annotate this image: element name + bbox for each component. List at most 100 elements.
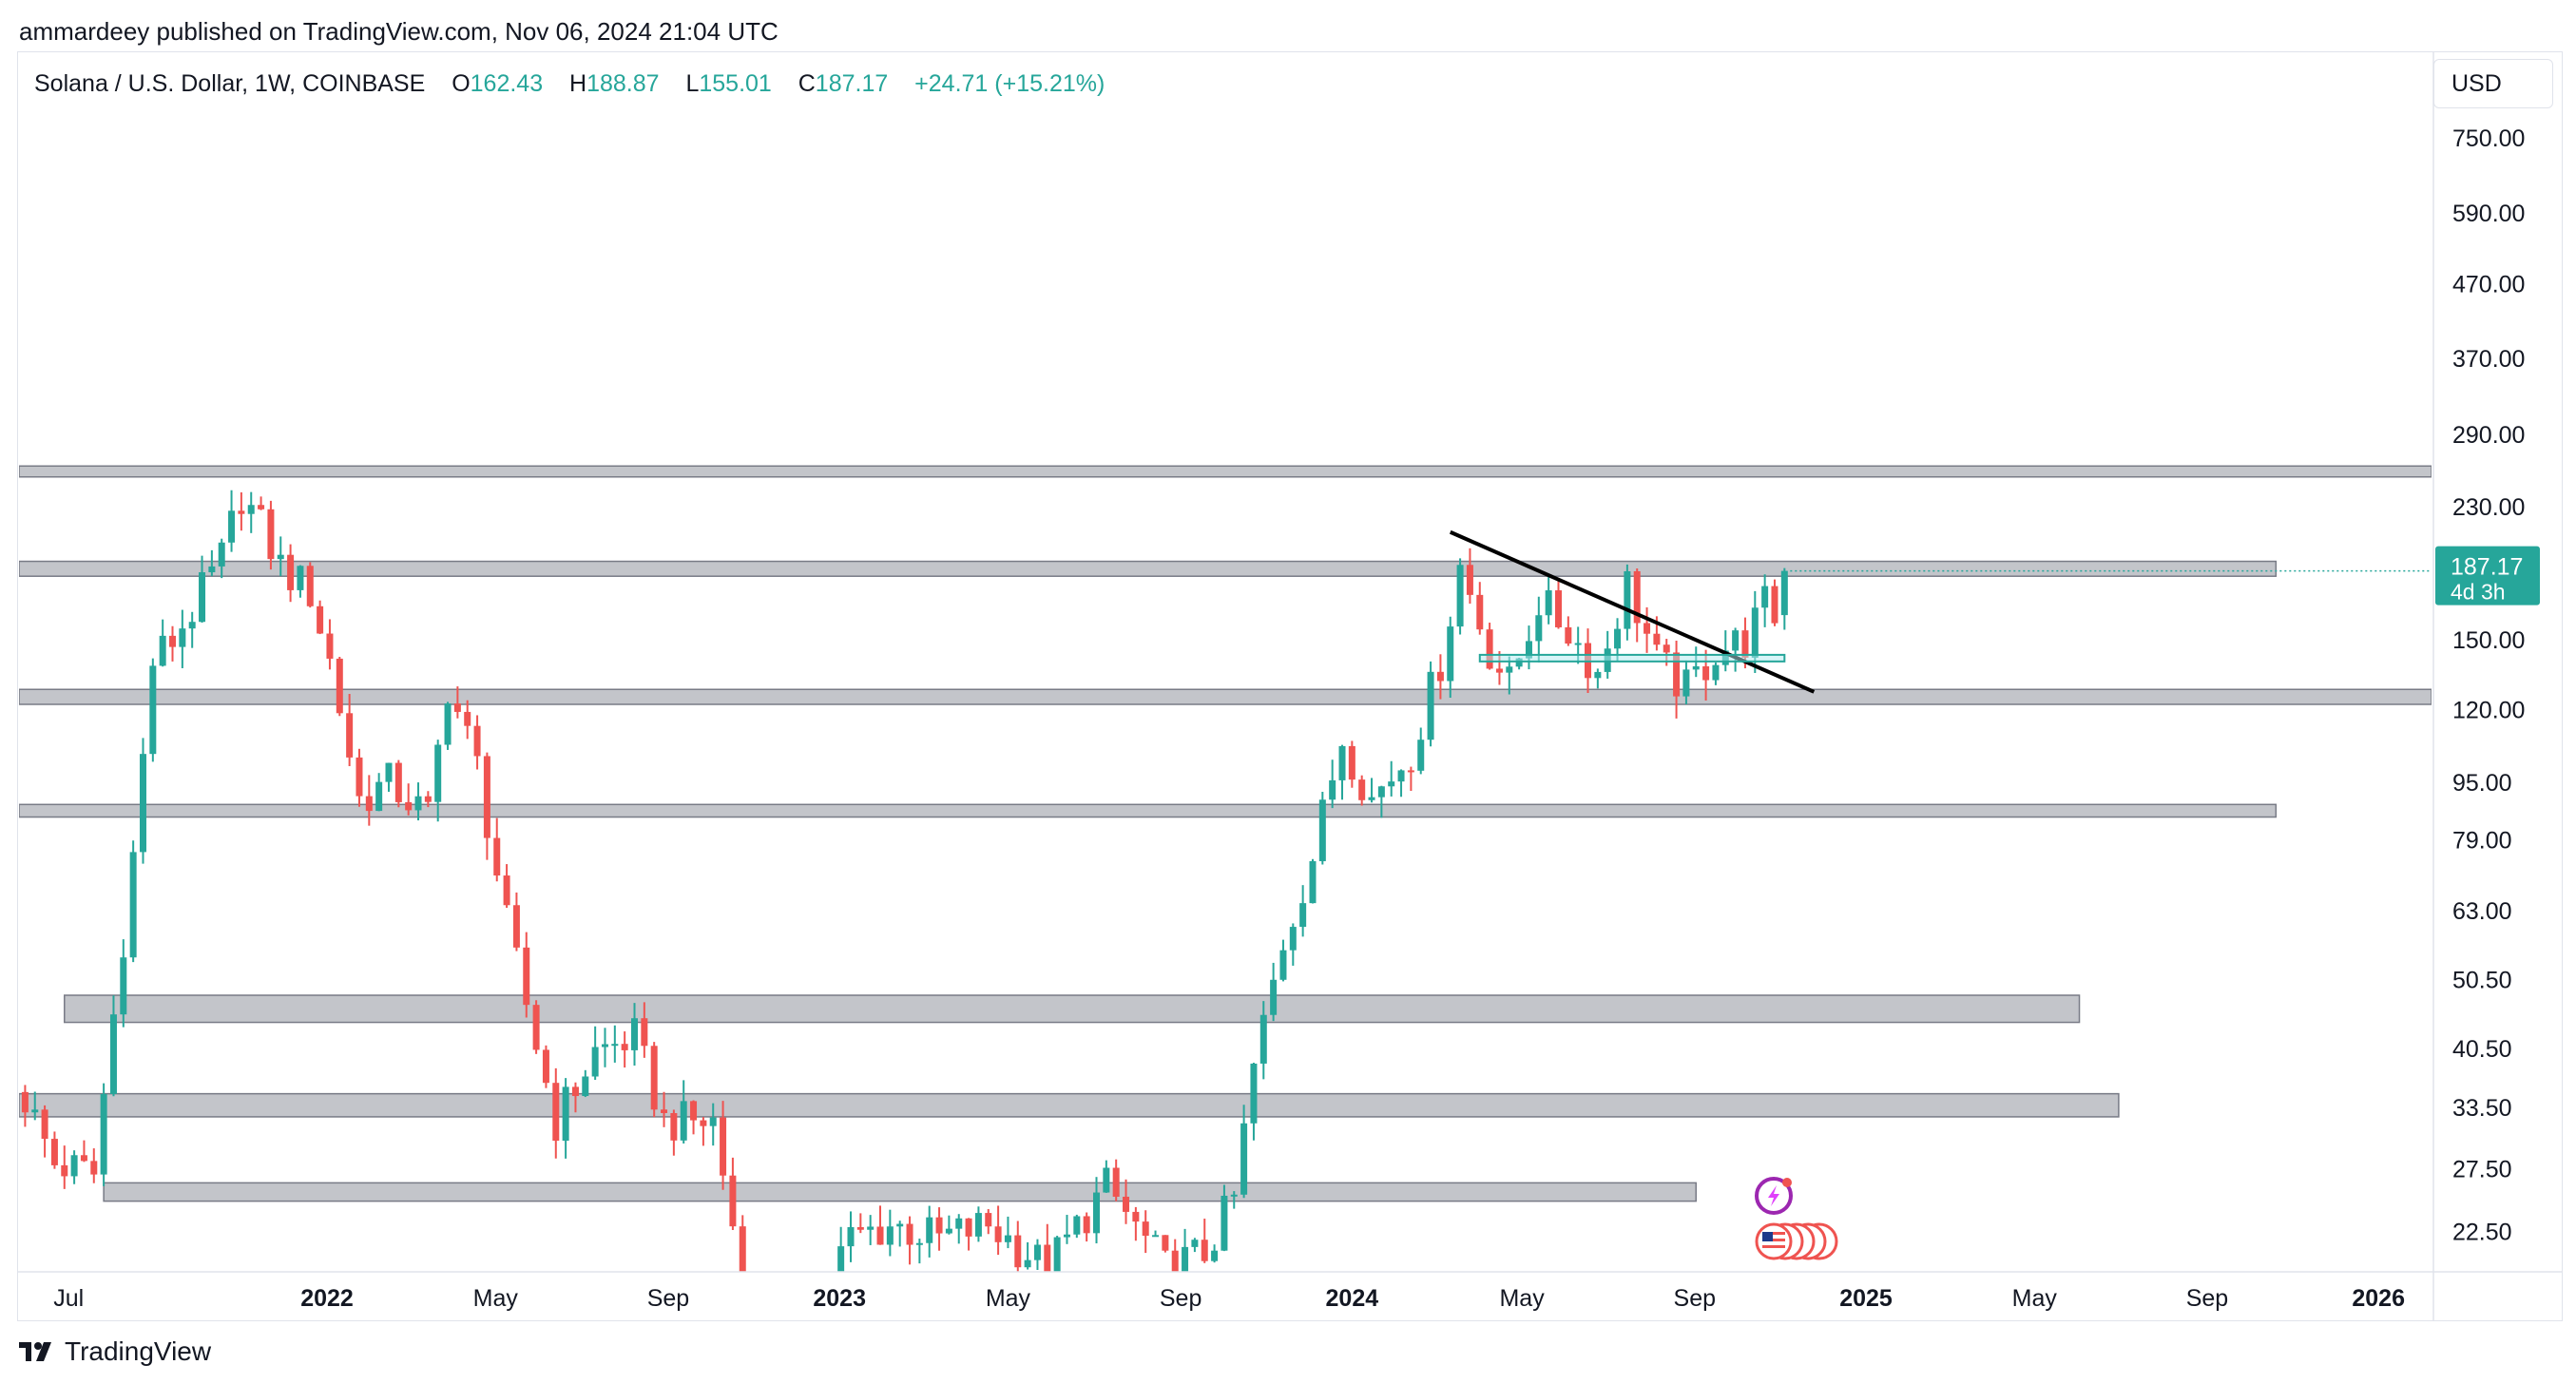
candle[interactable]	[965, 1218, 972, 1251]
candle[interactable]	[749, 1282, 756, 1327]
candle[interactable]	[1554, 577, 1562, 629]
candle[interactable]	[1044, 1223, 1051, 1300]
candle[interactable]	[1377, 785, 1385, 818]
candle[interactable]	[621, 1031, 628, 1068]
candle[interactable]	[1211, 1244, 1219, 1263]
candle[interactable]	[70, 1150, 78, 1184]
candle[interactable]	[1761, 574, 1769, 627]
candle[interactable]	[464, 700, 471, 740]
candle[interactable]	[394, 759, 402, 808]
candle[interactable]	[1545, 575, 1552, 625]
candle[interactable]	[218, 538, 225, 579]
candle[interactable]	[1358, 775, 1366, 806]
candle[interactable]	[493, 817, 501, 882]
us-flag-event-icon[interactable]	[1755, 1222, 1838, 1260]
candle[interactable]	[385, 762, 393, 792]
candle[interactable]	[1506, 656, 1513, 695]
candle[interactable]	[1132, 1206, 1140, 1241]
candle[interactable]	[1309, 858, 1317, 904]
candle[interactable]	[473, 715, 481, 770]
candle[interactable]	[641, 1002, 648, 1058]
candle[interactable]	[444, 702, 452, 750]
candle[interactable]	[1525, 625, 1532, 670]
candle[interactable]	[1712, 663, 1720, 685]
candle[interactable]	[994, 1205, 1002, 1256]
candle[interactable]	[1201, 1219, 1208, 1263]
candle[interactable]	[1338, 744, 1346, 800]
candle[interactable]	[247, 491, 255, 533]
candle[interactable]	[1348, 740, 1355, 788]
candle[interactable]	[1289, 923, 1297, 966]
candle[interactable]	[945, 1215, 952, 1235]
candle[interactable]	[1123, 1179, 1130, 1224]
candle[interactable]	[346, 694, 354, 766]
tradingview-logo[interactable]: TradingView	[19, 1336, 211, 1367]
candle[interactable]	[317, 600, 324, 635]
candle[interactable]	[532, 1000, 540, 1054]
candle[interactable]	[670, 1109, 678, 1156]
candle[interactable]	[149, 658, 157, 762]
candle[interactable]	[238, 491, 245, 531]
candle[interactable]	[356, 748, 363, 807]
candle[interactable]	[336, 656, 343, 717]
zone-zone-46[interactable]	[64, 994, 2081, 1024]
candle[interactable]	[1250, 1062, 1258, 1141]
candle[interactable]	[1436, 654, 1444, 700]
zone-zone-34[interactable]	[19, 1092, 2120, 1118]
candle[interactable]	[1083, 1212, 1090, 1242]
candle[interactable]	[856, 1213, 864, 1234]
candle[interactable]	[208, 549, 216, 577]
candle[interactable]	[1673, 640, 1681, 719]
candle[interactable]	[906, 1216, 913, 1265]
candle[interactable]	[1417, 727, 1425, 775]
candle[interactable]	[661, 1091, 668, 1127]
candle[interactable]	[80, 1140, 87, 1163]
candle[interactable]	[680, 1080, 687, 1144]
candle[interactable]	[552, 1067, 560, 1159]
zone-zone-125[interactable]	[19, 688, 2432, 705]
candle[interactable]	[867, 1215, 875, 1245]
candle[interactable]	[258, 496, 265, 510]
lightning-event-icon[interactable]	[1755, 1177, 1793, 1215]
candle[interactable]	[1535, 596, 1543, 663]
candle[interactable]	[985, 1209, 992, 1235]
candle[interactable]	[974, 1206, 982, 1242]
candle[interactable]	[31, 1091, 39, 1121]
candle[interactable]	[326, 619, 334, 670]
candle[interactable]	[591, 1026, 599, 1080]
candle[interactable]	[1033, 1239, 1041, 1271]
candle[interactable]	[1004, 1216, 1011, 1249]
candle[interactable]	[100, 1083, 107, 1186]
zone-zone-26[interactable]	[103, 1182, 1698, 1202]
candle[interactable]	[1329, 759, 1336, 809]
candle[interactable]	[709, 1103, 717, 1146]
candle[interactable]	[739, 1215, 746, 1302]
candle[interactable]	[61, 1145, 68, 1189]
candle[interactable]	[1397, 769, 1405, 798]
candle[interactable]	[90, 1148, 98, 1183]
candle[interactable]	[1407, 766, 1414, 792]
candle[interactable]	[1152, 1230, 1160, 1238]
candle[interactable]	[228, 490, 236, 552]
candle[interactable]	[1182, 1228, 1189, 1297]
candle[interactable]	[50, 1131, 58, 1169]
candle[interactable]	[1053, 1236, 1061, 1291]
candle[interactable]	[690, 1100, 698, 1135]
candle[interactable]	[1279, 939, 1287, 982]
candle[interactable]	[759, 1303, 765, 1384]
candle[interactable]	[1259, 1001, 1267, 1080]
candle[interactable]	[798, 1298, 805, 1347]
candle[interactable]	[1682, 660, 1690, 705]
candle[interactable]	[109, 995, 117, 1097]
candle[interactable]	[926, 1205, 933, 1258]
candle[interactable]	[779, 1321, 785, 1384]
candle[interactable]	[1230, 1191, 1238, 1209]
candle[interactable]	[503, 864, 510, 908]
candle[interactable]	[120, 939, 127, 1028]
currency-selector[interactable]: USD	[2433, 59, 2553, 108]
candle[interactable]	[1024, 1241, 1031, 1270]
candle[interactable]	[808, 1309, 815, 1346]
candle[interactable]	[139, 738, 146, 864]
candle[interactable]	[297, 565, 304, 598]
candle[interactable]	[837, 1226, 845, 1282]
